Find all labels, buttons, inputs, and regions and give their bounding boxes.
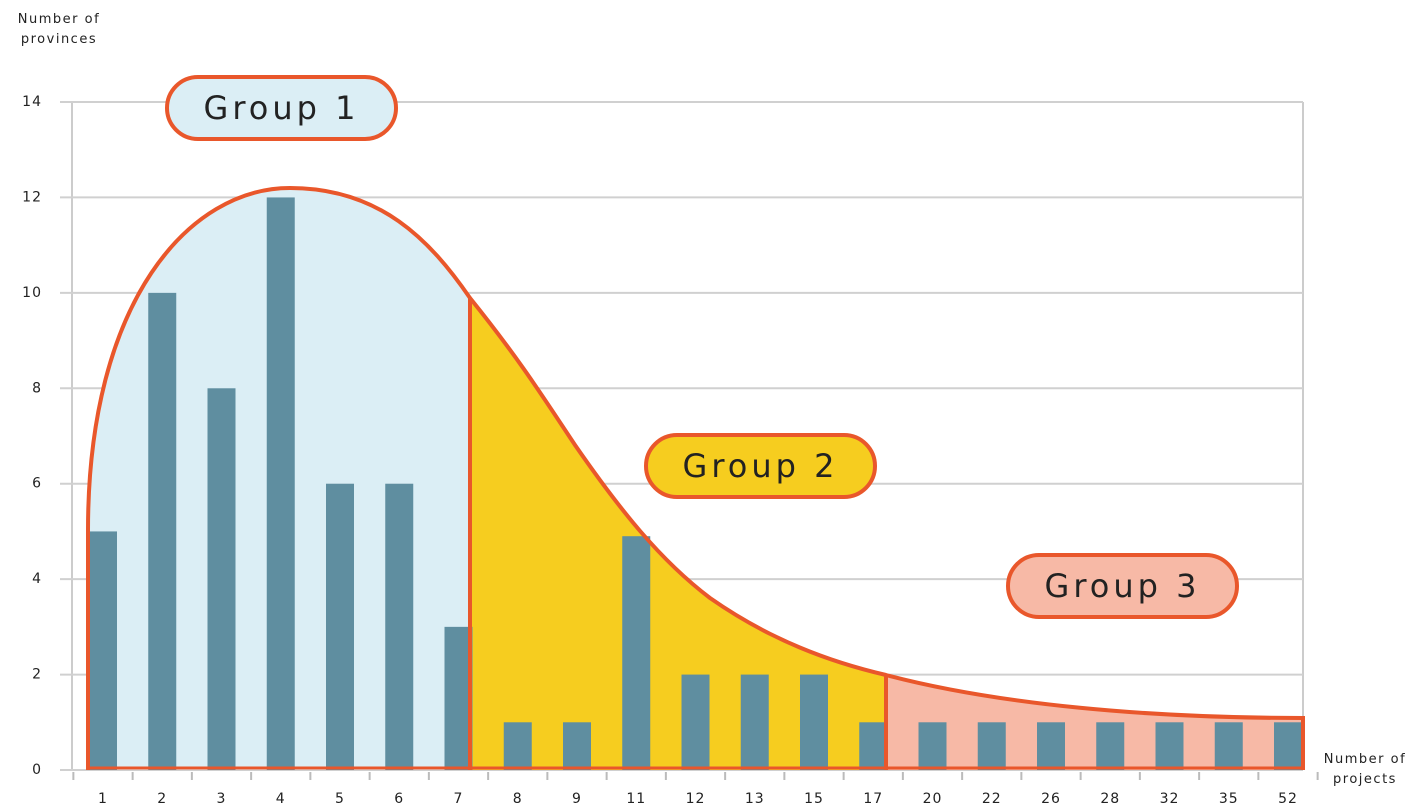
y-tick-label: 8: [32, 380, 42, 396]
bar: [859, 722, 888, 770]
x-tick-label: 1: [98, 791, 108, 807]
group-label: Group 1: [165, 75, 398, 141]
bar: [326, 483, 354, 770]
x-tick-label: 26: [1041, 791, 1061, 807]
x-tick-label: 2: [157, 791, 167, 807]
x-tick-label: 22: [982, 791, 1002, 807]
x-tick-label: 5: [335, 791, 345, 807]
bar: [503, 722, 532, 770]
group-label: Group 3: [1006, 553, 1239, 619]
x-tick-label: 3: [217, 791, 227, 807]
bar: [385, 483, 414, 770]
x-tick-label: 17: [863, 791, 883, 807]
x-tick-label: 8: [513, 791, 523, 807]
x-tick-label: 11: [626, 791, 646, 807]
x-axis-label: Number of projects: [1323, 752, 1407, 787]
x-tick-label: 9: [572, 791, 582, 807]
y-tick-label: 2: [32, 667, 42, 683]
x-tick-label: 4: [276, 791, 286, 807]
bar: [1274, 722, 1302, 770]
bar: [681, 674, 710, 770]
x-tick-label: 15: [804, 791, 824, 807]
group-label: Group 2: [644, 433, 877, 499]
x-tick-label: 20: [923, 791, 943, 807]
x-tick-label: 32: [1160, 791, 1180, 807]
x-tick-label: 12: [686, 791, 706, 807]
curve: [86, 185, 1305, 770]
bar: [148, 292, 177, 770]
bar: [800, 674, 828, 770]
bar: [1096, 722, 1125, 770]
bar: [977, 722, 1006, 770]
bar: [622, 536, 651, 770]
x-tick-label: 13: [745, 791, 765, 807]
bar: [89, 531, 117, 770]
y-tick-label: 10: [22, 285, 42, 301]
group-2-area: [470, 298, 886, 770]
bar: [207, 388, 236, 770]
bar: [563, 722, 591, 770]
x-tick-label: 52: [1278, 791, 1298, 807]
x-tick-label: 35: [1219, 791, 1239, 807]
bar: [740, 674, 769, 770]
bar: [444, 626, 473, 770]
bar: [918, 722, 947, 770]
y-tick-label: 6: [32, 476, 42, 492]
y-tick-label: 4: [32, 571, 42, 587]
bar: [266, 197, 295, 770]
y-tick-label: 0: [32, 762, 42, 778]
y-tick-label: 12: [22, 189, 42, 205]
x-tick-label: 28: [1100, 791, 1120, 807]
bar: [1037, 722, 1065, 770]
bar: [1214, 722, 1243, 770]
bar: [1155, 722, 1184, 770]
y-tick-label: 14: [22, 94, 42, 110]
x-tick-label: 7: [454, 791, 464, 807]
y-axis-label: Number of provinces: [17, 12, 101, 47]
x-tick-label: 6: [394, 791, 404, 807]
